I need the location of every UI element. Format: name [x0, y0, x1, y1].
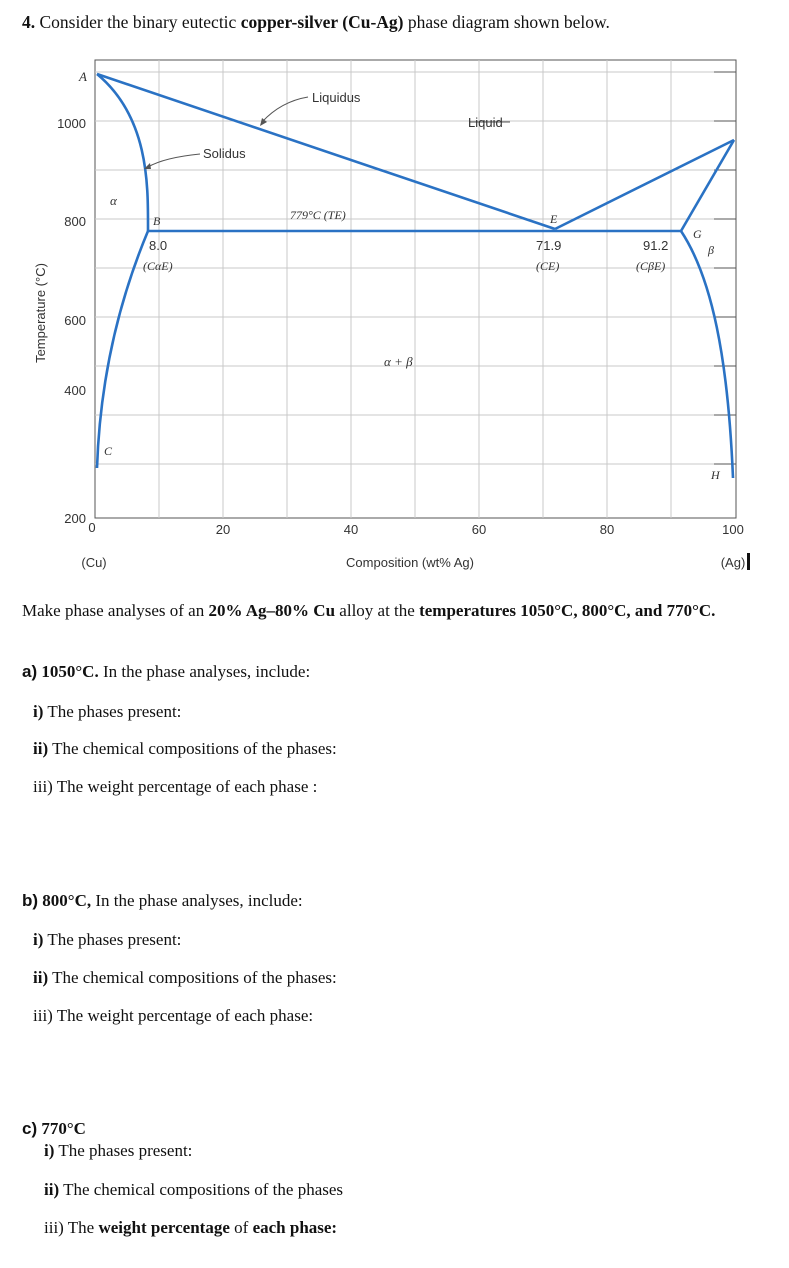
part-c-item-3: iii) The weight percentage of each phase…: [44, 1218, 337, 1238]
point-a-label: A: [78, 69, 87, 84]
intro-pre: Make phase analyses of an: [22, 601, 204, 620]
part-c-item-1-num: i): [44, 1141, 54, 1160]
part-b-item-2: ii) The chemical compositions of the pha…: [33, 968, 337, 988]
y-tick-1000: 1000: [57, 116, 86, 131]
part-c-item-2-num: ii): [44, 1180, 59, 1199]
part-b-item-1: i) The phases present:: [33, 930, 181, 950]
part-a-item-3-num: iii): [33, 777, 53, 796]
x-tick-60: 60: [472, 522, 486, 537]
y-tick-200: 200: [64, 511, 86, 526]
x-tick-80: 80: [600, 522, 614, 537]
text-cursor: [747, 553, 750, 570]
part-a-item-3: iii) The weight percentage of each phase…: [33, 777, 317, 797]
x-tick-40: 40: [344, 522, 358, 537]
y-axis-label: Temperature (°C): [33, 263, 48, 363]
part-b-item-3-text: The weight percentage of each phase:: [57, 1006, 313, 1025]
y-tick-labels: 1000 800 600 400 200: [57, 116, 86, 526]
grid-vertical: [159, 60, 671, 518]
x-tick-100: 100: [722, 522, 744, 537]
part-c-item-3-bold1: weight percentage: [98, 1218, 229, 1237]
part-b-item-3: iii) The weight percentage of each phase…: [33, 1006, 313, 1026]
g-composition-value: 91.2: [643, 238, 668, 253]
e-composition-symbol: (CE): [536, 259, 559, 273]
part-b-header: b) 800°C, In the phase analyses, include…: [22, 891, 303, 911]
part-c-label: c): [22, 1119, 37, 1138]
point-e-label: E: [549, 212, 558, 226]
part-c-temp: 770°C: [41, 1119, 86, 1138]
part-a-item-2-num: ii): [33, 739, 48, 758]
part-b-item-2-text: The chemical compositions of the phases:: [52, 968, 337, 987]
x-tick-20: 20: [216, 522, 230, 537]
point-g-label: G: [693, 227, 702, 241]
y-tick-800: 800: [64, 214, 86, 229]
part-c-item-3-text: The: [68, 1218, 94, 1237]
part-a-item-3-text: The weight percentage of each phase :: [57, 777, 318, 796]
part-b-temp: 800°C,: [42, 891, 91, 910]
question-text-pre: Consider the binary eutectic: [40, 12, 237, 32]
b-composition-value: 8.0: [149, 238, 167, 253]
solidus-line-left: [97, 74, 148, 231]
eutectic-temperature-label: 779°C (TE): [290, 208, 346, 222]
question-text-bold: copper-silver (Cu-Ag): [241, 12, 404, 32]
point-c-label: C: [104, 444, 113, 458]
part-a-item-2: ii) The chemical compositions of the pha…: [33, 739, 337, 759]
liquidus-label: Liquidus: [312, 90, 361, 105]
part-c-item-1-text: The phases present:: [58, 1141, 192, 1160]
liquidus-arrow: [262, 97, 308, 122]
intro-paragraph: Make phase analyses of an 20% Ag–80% Cu …: [22, 600, 782, 622]
part-c-item-3-bold2: each phase:: [253, 1218, 338, 1237]
liquid-label: Liquid: [468, 115, 503, 130]
part-b-item-1-num: i): [33, 930, 43, 949]
part-b-item-3-num: iii): [33, 1006, 53, 1025]
part-c-item-3-mid: of: [234, 1218, 248, 1237]
point-b-label: B: [153, 214, 161, 228]
b-composition-symbol: (CαE): [143, 259, 173, 273]
phase-diagram: Temperature (°C) 1000 800 600 400 200 0 …: [0, 48, 789, 588]
solidus-arrow: [148, 154, 200, 167]
part-b-rest: In the phase analyses, include:: [95, 891, 302, 910]
part-a-rest: In the phase analyses, include:: [103, 662, 310, 681]
part-c-item-3-num: iii): [44, 1218, 64, 1237]
x-end-left: (Cu): [81, 555, 106, 570]
part-b-item-2-num: ii): [33, 968, 48, 987]
beta-label: β: [707, 243, 714, 257]
question-header: 4. Consider the binary eutectic copper-s…: [22, 12, 610, 33]
part-c-item-1: i) The phases present:: [44, 1141, 192, 1161]
part-a-label: a): [22, 662, 37, 681]
part-c-header: c) 770°C: [22, 1119, 86, 1139]
intro-mid: alloy at the: [339, 601, 415, 620]
x-axis-label: Composition (wt% Ag): [346, 555, 474, 570]
part-b-label: b): [22, 891, 38, 910]
y-tick-400: 400: [64, 383, 86, 398]
intro-temperatures: temperatures 1050°C, 800°C, and 770°C.: [419, 601, 715, 620]
g-composition-symbol: (CβE): [636, 259, 665, 273]
intro-alloy: 20% Ag–80% Cu: [208, 601, 335, 620]
part-b-item-1-text: The phases present:: [47, 930, 181, 949]
part-a-temp: 1050°C.: [41, 662, 98, 681]
solvus-line-left: [97, 231, 148, 468]
part-a-header: a) 1050°C. In the phase analyses, includ…: [22, 662, 310, 682]
alpha-label: α: [110, 193, 118, 208]
alpha-beta-label: α + β: [384, 354, 413, 369]
x-tick-0: 0: [88, 520, 95, 535]
y-tick-600: 600: [64, 313, 86, 328]
point-h-label: H: [710, 468, 721, 482]
x-end-right: (Ag): [721, 555, 746, 570]
x-tick-labels: 0 20 40 60 80 100: [88, 520, 743, 537]
solidus-label: Solidus: [203, 146, 246, 161]
e-composition-value: 71.9: [536, 238, 561, 253]
question-number: 4.: [22, 12, 35, 32]
part-a-item-1-num: i): [33, 702, 43, 721]
part-c-item-2: ii) The chemical compositions of the pha…: [44, 1180, 343, 1200]
part-a-item-2-text: The chemical compositions of the phases:: [52, 739, 337, 758]
part-a-item-1: i) The phases present:: [33, 702, 181, 722]
part-c-item-2-text: The chemical compositions of the phases: [63, 1180, 343, 1199]
question-text-post: phase diagram shown below.: [408, 12, 610, 32]
right-axis-ticks: [714, 72, 736, 464]
part-a-item-1-text: The phases present:: [47, 702, 181, 721]
